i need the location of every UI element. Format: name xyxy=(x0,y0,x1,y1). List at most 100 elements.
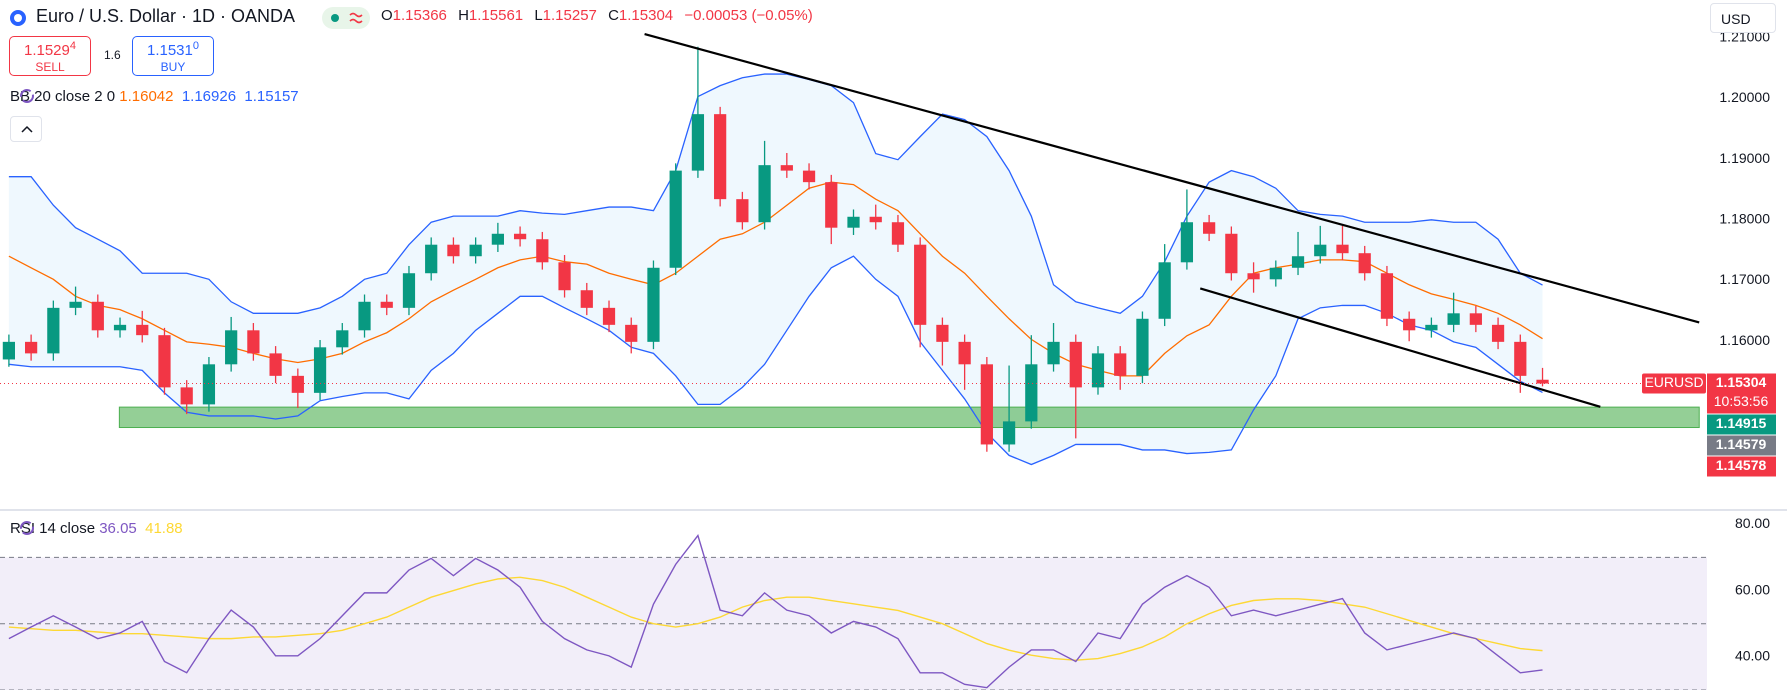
candle-body xyxy=(1180,222,1194,263)
candle-body xyxy=(25,341,38,354)
candle-body xyxy=(247,330,260,354)
price-badge xyxy=(1707,435,1776,456)
ohlc-label: C xyxy=(608,7,619,24)
candle-body xyxy=(558,262,571,291)
bb-line xyxy=(8,181,1543,377)
candle-body xyxy=(1047,341,1060,365)
y-tick-label: 1.20000 xyxy=(1719,89,1770,105)
price-badge xyxy=(1707,456,1776,477)
candle-body xyxy=(736,199,749,223)
price-badge xyxy=(1707,373,1776,414)
buy-button[interactable]: 1.15310 BUY xyxy=(132,36,214,76)
candle-body xyxy=(1247,273,1260,280)
candle-body xyxy=(758,165,771,223)
price-change: −0.00053 (−0.05%) xyxy=(684,7,813,24)
price-badge-label: 1.14579 xyxy=(1716,436,1767,452)
rsi-line xyxy=(8,534,1543,689)
candle-body xyxy=(580,290,593,308)
ohlc-value: 1.15257 xyxy=(542,7,597,24)
refresh-icon[interactable] xyxy=(16,88,38,104)
rsi-legend: RSI 14 close 36.05 41.88 xyxy=(10,520,183,537)
trendline xyxy=(1199,287,1601,408)
ohlc-legend: O1.15366 H1.15561 L1.15257 C1.15304 −0.0… xyxy=(381,7,820,24)
candle-body xyxy=(1269,267,1282,280)
candle-body xyxy=(380,301,393,308)
y-tick-label: 1.19000 xyxy=(1719,150,1770,166)
candle-body xyxy=(980,364,993,445)
candle-body xyxy=(358,301,371,331)
collapse-button[interactable] xyxy=(10,116,42,142)
candle-body xyxy=(1380,273,1394,319)
candle-body xyxy=(1091,353,1105,388)
candle-body xyxy=(136,324,149,336)
candle-body xyxy=(402,273,416,308)
price-badge-label: 1.14915 xyxy=(1716,415,1767,431)
symbol-badge xyxy=(1642,373,1706,394)
price-badge-label: 1.14578 xyxy=(1716,457,1767,473)
candle-body xyxy=(91,301,104,331)
countdown: 10:53:56 xyxy=(1714,393,1769,409)
candle-body xyxy=(936,324,949,342)
symbol-badge-label: EURUSD xyxy=(1644,374,1703,390)
y-tick-label: 1.17000 xyxy=(1719,271,1770,287)
candle-body xyxy=(1025,364,1038,422)
y-tick-label: 80.00 xyxy=(1735,515,1770,531)
candle-body xyxy=(113,324,127,331)
candle-body xyxy=(1403,318,1416,331)
candle-body xyxy=(202,364,216,405)
symbol-title[interactable]: Euro / U.S. Dollar · 1D · OANDA xyxy=(36,6,296,26)
buy-pip: 0 xyxy=(192,40,199,52)
candle-body xyxy=(491,233,504,245)
currency-select[interactable]: USD xyxy=(1710,3,1776,33)
candle-body xyxy=(1447,313,1460,325)
price-badge-label: 1.15304 xyxy=(1716,374,1767,390)
refresh-icon[interactable] xyxy=(16,520,38,536)
y-tick-label: 60.00 xyxy=(1735,581,1770,597)
candle-body xyxy=(625,324,638,342)
candle-body xyxy=(1291,256,1305,268)
candle-body xyxy=(225,330,238,365)
candle-body xyxy=(1425,324,1438,331)
rsi-line xyxy=(8,576,1543,661)
candle-body xyxy=(425,244,438,274)
candle-body xyxy=(669,170,682,268)
spread: 1.6 xyxy=(104,48,121,62)
legend-value: 36.05 xyxy=(99,520,137,537)
ohlc-value: 1.15366 xyxy=(392,7,447,24)
candle-body xyxy=(1336,244,1349,254)
candle-body xyxy=(1514,341,1527,376)
bb-line xyxy=(8,255,1543,466)
candle-body xyxy=(825,182,838,228)
candle-body xyxy=(691,114,705,171)
candle-body xyxy=(336,330,349,348)
buy-label: BUY xyxy=(160,60,186,74)
candle-body xyxy=(513,233,527,240)
indicator-name[interactable]: BB 20 close 2 0 xyxy=(10,88,116,105)
y-tick-label: 40.00 xyxy=(1735,648,1770,664)
ohlc-label: L xyxy=(534,7,543,24)
candle-body xyxy=(180,387,193,405)
candle-body xyxy=(869,216,882,223)
ohlc-value: 1.15561 xyxy=(468,7,524,24)
candle-body xyxy=(1469,313,1482,325)
candle-body xyxy=(914,244,927,325)
candle-body xyxy=(1358,253,1371,274)
sell-button[interactable]: 1.15294 SELL xyxy=(9,36,91,76)
band-fill xyxy=(8,74,1543,465)
candle-body xyxy=(69,301,82,308)
candle-body xyxy=(313,347,327,393)
y-tick-label: 1.18000 xyxy=(1719,211,1770,227)
ohlc-value: 1.15304 xyxy=(618,7,674,24)
candle-body xyxy=(1536,379,1549,384)
legend-value: 1.16042 xyxy=(119,88,174,105)
candle-body xyxy=(802,170,816,183)
market-status[interactable] xyxy=(322,6,372,30)
legend-value: 1.16926 xyxy=(181,88,237,105)
candle-body xyxy=(847,216,860,228)
legend-value: 1.15157 xyxy=(244,88,299,105)
support-zone xyxy=(118,406,1700,429)
candle-body xyxy=(1203,222,1216,234)
ohlc-label: H xyxy=(458,7,469,24)
